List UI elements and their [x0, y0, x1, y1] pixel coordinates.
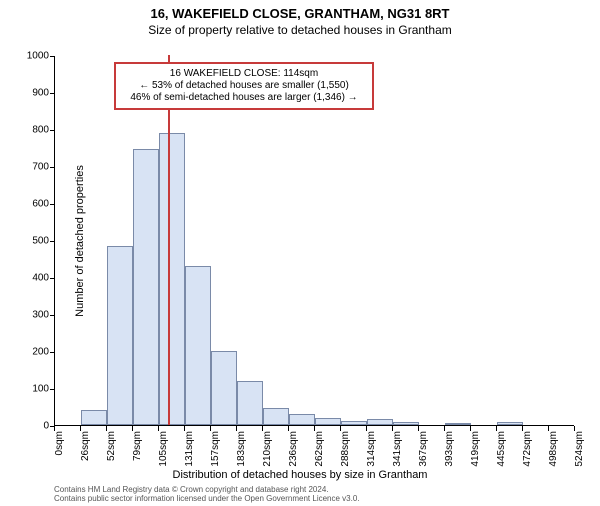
x-tick-label: 262sqm	[314, 431, 325, 491]
histogram-bar	[211, 351, 237, 425]
x-tick-label: 0sqm	[54, 431, 65, 491]
chart-area: 01002003004005006007008009001000 16 WAKE…	[54, 56, 574, 426]
y-tick-label: 1000	[15, 51, 49, 62]
x-tick-label: 183sqm	[236, 431, 247, 491]
x-axis-label: Distribution of detached houses by size …	[0, 469, 600, 481]
x-tick-label: 26sqm	[80, 431, 91, 491]
y-tick-mark	[50, 389, 55, 390]
y-tick-label: 100	[15, 384, 49, 395]
x-tick-label: 524sqm	[574, 431, 585, 491]
x-tick-label: 393sqm	[444, 431, 455, 491]
x-tick-label: 210sqm	[262, 431, 273, 491]
x-tick-label: 445sqm	[496, 431, 507, 491]
y-tick-mark	[50, 352, 55, 353]
marker-line	[168, 55, 170, 425]
histogram-bar	[445, 423, 471, 425]
y-tick-label: 200	[15, 347, 49, 358]
y-tick-label: 600	[15, 199, 49, 210]
histogram-bar	[107, 246, 133, 425]
x-tick-label: 288sqm	[340, 431, 351, 491]
y-tick-mark	[50, 130, 55, 131]
y-tick-mark	[50, 167, 55, 168]
histogram-bar	[237, 381, 263, 425]
y-tick-mark	[50, 204, 55, 205]
x-tick-label: 472sqm	[522, 431, 533, 491]
histogram-bar	[81, 410, 107, 425]
page-subtitle: Size of property relative to detached ho…	[0, 23, 600, 37]
y-tick-mark	[50, 93, 55, 94]
y-tick-label: 400	[15, 273, 49, 284]
y-tick-mark	[50, 278, 55, 279]
annotation-line2: ← 53% of detached houses are smaller (1,…	[122, 80, 366, 92]
histogram-bar	[393, 422, 419, 425]
x-tick-label: 419sqm	[470, 431, 481, 491]
x-tick-label: 105sqm	[158, 431, 169, 491]
y-tick-label: 0	[15, 421, 49, 432]
histogram-bar	[289, 414, 315, 425]
histogram-bar	[497, 422, 523, 425]
x-tick-label: 52sqm	[106, 431, 117, 491]
x-tick-label: 157sqm	[210, 431, 221, 491]
x-tick-label: 131sqm	[184, 431, 195, 491]
annotation-line1: 16 WAKEFIELD CLOSE: 114sqm	[122, 68, 366, 80]
histogram-bar	[315, 418, 341, 425]
y-tick-mark	[50, 241, 55, 242]
histogram-bar	[367, 419, 393, 425]
y-tick-label: 700	[15, 162, 49, 173]
y-tick-mark	[50, 315, 55, 316]
x-tick-label: 236sqm	[288, 431, 299, 491]
plot-area: 01002003004005006007008009001000	[54, 56, 574, 426]
annotation-box: 16 WAKEFIELD CLOSE: 114sqm ← 53% of deta…	[114, 62, 374, 110]
y-tick-label: 500	[15, 236, 49, 247]
y-tick-label: 300	[15, 310, 49, 321]
page-title: 16, WAKEFIELD CLOSE, GRANTHAM, NG31 8RT	[0, 6, 600, 21]
x-tick-label: 498sqm	[548, 431, 559, 491]
x-tick-label: 314sqm	[366, 431, 377, 491]
histogram-bar	[341, 421, 367, 425]
y-tick-label: 900	[15, 88, 49, 99]
y-tick-mark	[50, 56, 55, 57]
x-tick-label: 367sqm	[418, 431, 429, 491]
x-tick-label: 79sqm	[132, 431, 143, 491]
histogram-bar	[263, 408, 289, 425]
histogram-bar	[185, 266, 211, 425]
histogram-bar	[133, 149, 159, 425]
histogram-bar	[159, 133, 185, 425]
x-tick-label: 341sqm	[392, 431, 403, 491]
y-tick-label: 800	[15, 125, 49, 136]
footer-line2: Contains public sector information licen…	[54, 495, 360, 504]
annotation-line3: 46% of semi-detached houses are larger (…	[122, 92, 366, 104]
footer-attribution: Contains HM Land Registry data © Crown c…	[54, 486, 360, 504]
